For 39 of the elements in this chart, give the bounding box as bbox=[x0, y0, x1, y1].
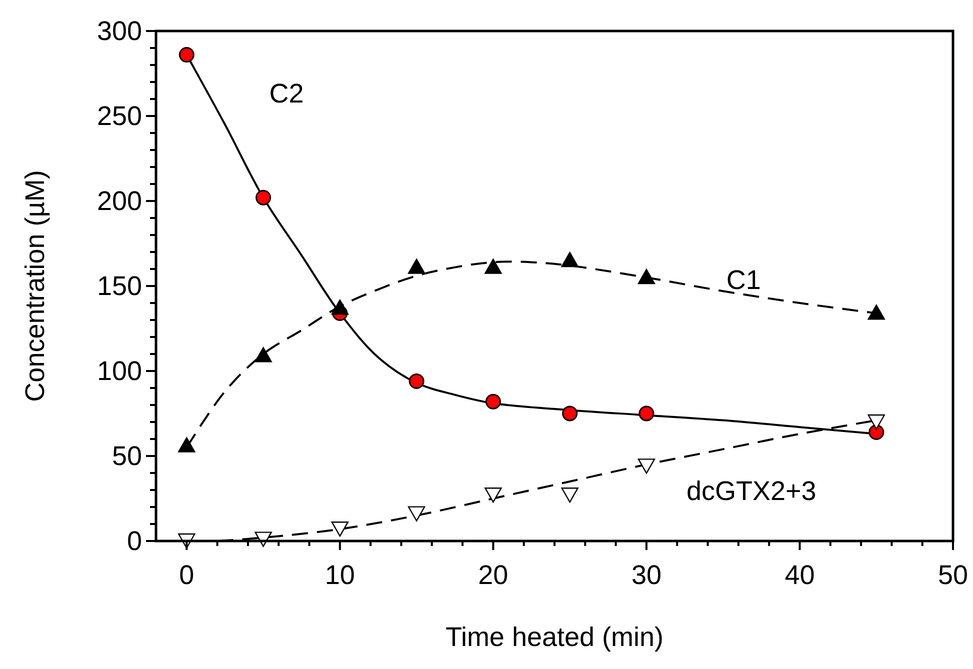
x-tick-label: 40 bbox=[784, 560, 815, 590]
point bbox=[178, 437, 196, 452]
y-axis-title: Concentration (µM) bbox=[20, 170, 50, 402]
point bbox=[408, 373, 424, 389]
point bbox=[868, 414, 885, 430]
y-tick-label: 150 bbox=[96, 271, 142, 301]
point bbox=[408, 258, 426, 274]
point bbox=[638, 406, 654, 422]
point bbox=[561, 488, 578, 503]
point bbox=[254, 532, 272, 547]
series-label: dcGTX2+3 bbox=[686, 476, 816, 506]
point bbox=[485, 394, 501, 410]
y-tick-label: 100 bbox=[96, 356, 142, 386]
x-tick-label: 20 bbox=[478, 560, 508, 590]
point bbox=[256, 190, 272, 206]
point bbox=[331, 522, 349, 537]
y-tick-label: 200 bbox=[96, 186, 142, 216]
x-axis-title: Time heated (min) bbox=[445, 622, 664, 652]
x-tick-label: 0 bbox=[179, 560, 194, 590]
text: C2 bbox=[269, 78, 304, 109]
point bbox=[484, 258, 502, 274]
x-tick-label: 10 bbox=[324, 560, 355, 590]
point bbox=[638, 458, 656, 474]
point bbox=[868, 304, 885, 320]
y-tick-label: 250 bbox=[96, 101, 142, 131]
text: C1 bbox=[726, 265, 761, 296]
point bbox=[331, 300, 349, 315]
point bbox=[561, 252, 578, 268]
y-tick-label: 0 bbox=[126, 526, 142, 556]
point bbox=[638, 268, 656, 284]
point bbox=[408, 506, 426, 522]
point bbox=[254, 347, 272, 362]
x-tick-label: 50 bbox=[938, 560, 968, 590]
x-tick-label: 30 bbox=[631, 560, 662, 590]
point bbox=[868, 424, 884, 440]
point bbox=[562, 406, 578, 422]
point bbox=[484, 488, 502, 503]
y-tick-label: 50 bbox=[112, 441, 142, 471]
y-tick-label: 300 bbox=[96, 16, 142, 46]
